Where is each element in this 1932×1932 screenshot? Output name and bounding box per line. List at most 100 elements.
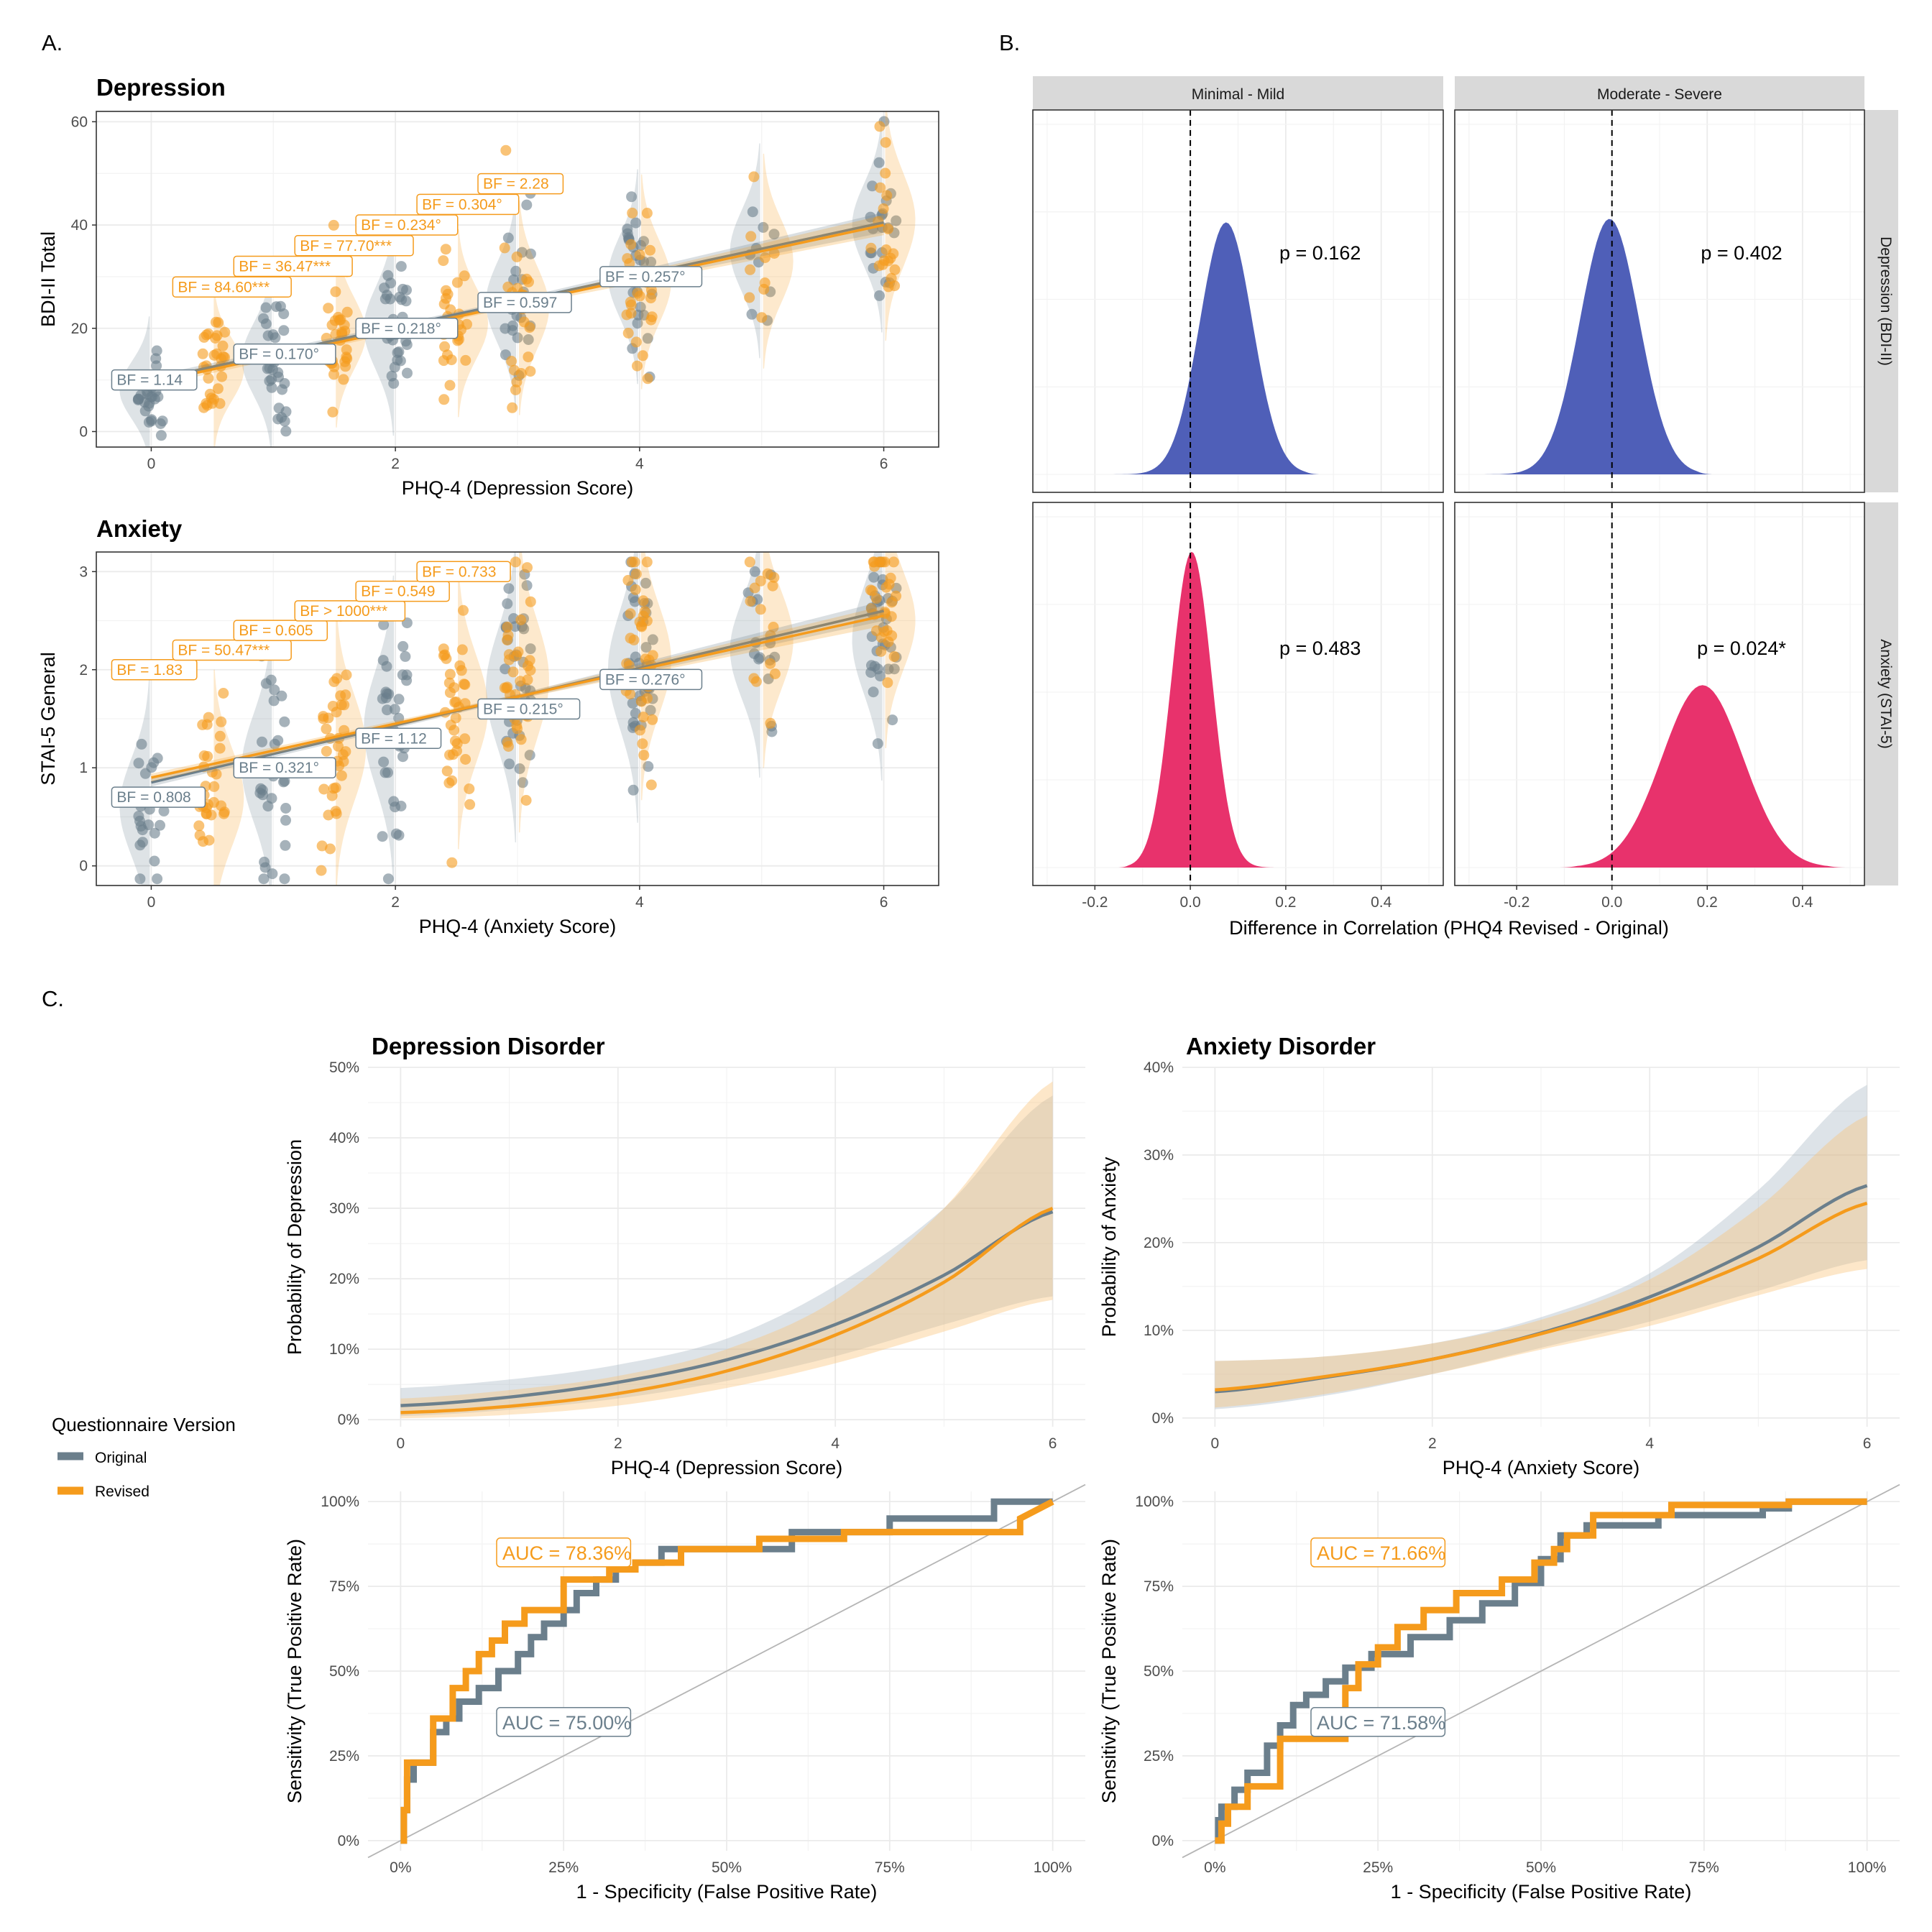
a2-point-original bbox=[872, 738, 883, 750]
c1-ytick-label: 40% bbox=[329, 1130, 359, 1146]
a1-point-original bbox=[510, 265, 522, 277]
a2-point-revised bbox=[444, 668, 456, 680]
a1-bf-label-box bbox=[477, 292, 572, 313]
a2-point-original bbox=[269, 684, 280, 696]
a1-point-revised bbox=[745, 264, 756, 275]
anxiety-roc-chart: 0% 0% 25% 25% 50% 50% 75% 75% 100% 100% AUC = 71.6… bbox=[1098, 1484, 1900, 1903]
a1-point-revised bbox=[756, 312, 768, 323]
c3-xtick-label: 0% bbox=[390, 1859, 411, 1876]
a2-point-revised bbox=[629, 556, 640, 568]
a1-point-revised bbox=[438, 255, 449, 267]
a1-point-original bbox=[145, 391, 157, 402]
a2-point-original bbox=[377, 831, 388, 842]
a2-point-original bbox=[383, 689, 395, 700]
a1-point-original bbox=[258, 313, 269, 324]
a2-point-revised bbox=[446, 857, 458, 868]
a1-point-revised bbox=[523, 351, 534, 363]
c2-ytick-label: 40% bbox=[1144, 1059, 1174, 1076]
a1-point-revised bbox=[878, 203, 889, 214]
a1-point-revised bbox=[889, 280, 901, 292]
b-p-value-label: p = 0.162 bbox=[1279, 242, 1361, 264]
a1-point-revised bbox=[442, 288, 454, 300]
a2-point-revised bbox=[441, 765, 453, 777]
a2-point-original bbox=[279, 716, 290, 727]
a2-point-original bbox=[134, 840, 146, 851]
a2-violin-revised bbox=[763, 552, 794, 768]
a2-point-original bbox=[504, 758, 515, 770]
a1-point-revised bbox=[642, 373, 653, 385]
c3-x-axis-label: 1 - Specificity (False Positive Rate) bbox=[576, 1881, 878, 1903]
a1-point-original bbox=[397, 283, 408, 295]
a2-point-original bbox=[390, 801, 401, 813]
a2-point-original bbox=[136, 738, 147, 750]
a2-point-revised bbox=[208, 796, 219, 808]
b-column-strip-label: Moderate - Severe bbox=[1597, 86, 1722, 103]
b-density-area bbox=[1118, 551, 1276, 868]
a2-point-original bbox=[259, 856, 270, 868]
a2-point-revised bbox=[645, 779, 657, 791]
a2-point-original bbox=[382, 704, 392, 716]
a2-point-original bbox=[517, 777, 528, 788]
a1-point-revised bbox=[880, 244, 892, 255]
c4-xtick-label: 100% bbox=[1848, 1859, 1887, 1876]
a1-bf-label-box bbox=[233, 255, 353, 277]
a2-point-original bbox=[883, 663, 894, 675]
a1-point-revised bbox=[210, 316, 221, 328]
a2-point-original bbox=[640, 577, 651, 589]
a2-point-original bbox=[146, 762, 157, 773]
a1-xtick-label: 6 bbox=[880, 456, 888, 472]
a2-point-revised bbox=[891, 590, 902, 602]
a1-bf-label: BF = 0.170° bbox=[239, 346, 319, 363]
a1-point-revised bbox=[745, 231, 757, 242]
a2-point-revised bbox=[515, 734, 527, 745]
a1-bf-label: BF = 2.28 bbox=[483, 176, 549, 193]
a1-point-original bbox=[280, 426, 292, 437]
a2-bf-label: BF = 0.215° bbox=[483, 701, 564, 717]
a2-panel-border bbox=[96, 551, 939, 886]
a1-point-revised bbox=[438, 298, 450, 310]
a1-point-original bbox=[645, 257, 657, 267]
panel-letter-a: A. bbox=[42, 30, 63, 55]
a2-bf-label-box bbox=[111, 659, 198, 681]
a1-point-revised bbox=[217, 340, 229, 351]
a2-point-original bbox=[149, 827, 160, 839]
b-column-strip-label: Minimal - Mild bbox=[1192, 86, 1285, 103]
a1-point-original bbox=[155, 418, 166, 429]
a1-bf-label-box bbox=[355, 318, 459, 339]
a2-point-revised bbox=[323, 809, 334, 821]
a2-point-revised bbox=[865, 584, 876, 596]
a2-point-original bbox=[133, 758, 144, 769]
questionnaire-version-legend: Questionnaire Version Original Revised bbox=[52, 1414, 236, 1500]
a2-point-original bbox=[393, 694, 405, 705]
a2-point-revised bbox=[888, 651, 900, 662]
a1-point-original bbox=[146, 414, 157, 426]
c3-y-axis-label: Sensitivity (True Positive Rate) bbox=[284, 1539, 305, 1803]
c3-auc-label: AUC = 78.36% bbox=[502, 1542, 631, 1564]
a1-point-revised bbox=[873, 260, 885, 272]
c2-ytick-label: 10% bbox=[1144, 1322, 1174, 1339]
a1-point-revised bbox=[327, 406, 339, 418]
a1-point-revised bbox=[875, 182, 886, 193]
a2-point-revised bbox=[635, 620, 647, 632]
a1-point-revised bbox=[197, 348, 208, 359]
a1-point-revised bbox=[759, 277, 770, 288]
c3-xtick-label: 100% bbox=[1034, 1859, 1072, 1876]
a1-point-original bbox=[264, 362, 275, 374]
a1-point-revised bbox=[521, 273, 533, 285]
a1-bf-label: BF = 0.234° bbox=[361, 217, 441, 234]
a2-point-revised bbox=[744, 556, 755, 568]
a2-bf-label-box bbox=[172, 639, 292, 661]
a2-ytick-label: 3 bbox=[79, 564, 88, 580]
a2-point-revised bbox=[634, 724, 645, 736]
a1-point-original bbox=[626, 191, 638, 203]
a1-point-revised bbox=[206, 392, 217, 404]
depression-probability-chart: 0 2 4 6 0% 10% 20% 30% 40% 50% Depression Disorder… bbox=[284, 1033, 1085, 1478]
c4-xtick-label: 0% bbox=[1204, 1859, 1225, 1876]
c1-xtick-label: 0 bbox=[397, 1435, 405, 1452]
a2-point-original bbox=[643, 760, 654, 772]
a2-point-revised bbox=[621, 658, 632, 669]
a2-point-revised bbox=[202, 750, 213, 762]
c2-y-axis-label: Probability of Anxiety bbox=[1098, 1156, 1120, 1337]
a1-point-original bbox=[512, 332, 523, 344]
a1-point-revised bbox=[768, 248, 780, 259]
